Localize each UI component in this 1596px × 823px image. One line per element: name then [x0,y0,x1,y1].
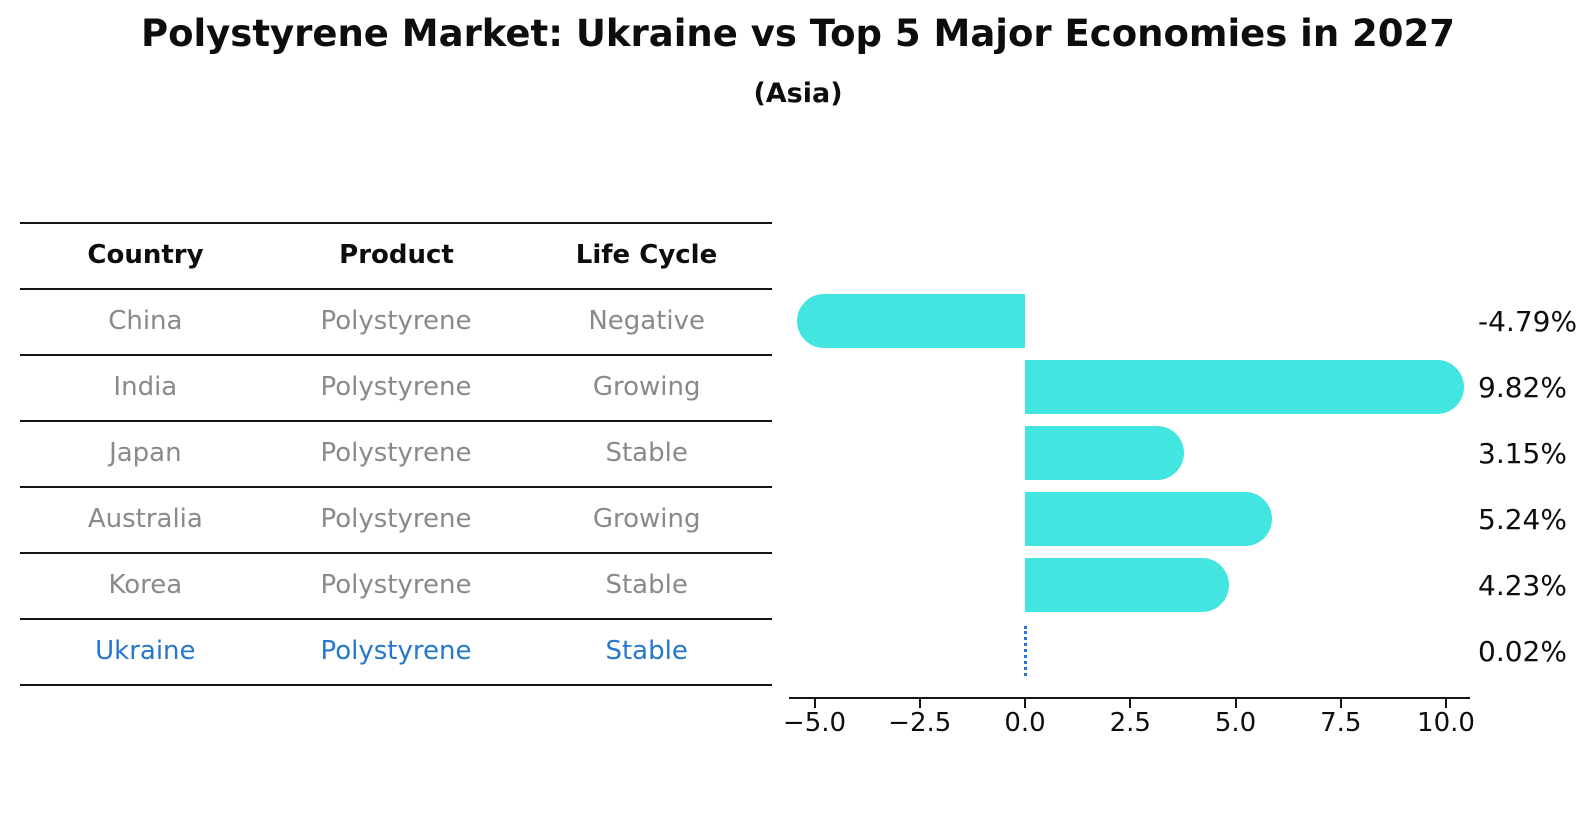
table-cell-product: Polystyrene [320,570,472,600]
chart-subtitle: (Asia) [753,78,843,109]
table-cell-product: Polystyrene [320,636,472,666]
table-cell-product: Polystyrene [320,438,472,468]
table-cell-life-cycle: Stable [605,570,688,600]
table-header-product: Product [339,240,454,270]
table-cell-life-cycle: Negative [588,306,705,336]
x-axis-tick-label: 0.0 [1004,708,1046,738]
x-axis-tick [813,699,816,708]
table-top-line [20,222,772,224]
table-row-separator [20,684,772,686]
table-cell-country: Ukraine [95,636,196,666]
value-label-ukraine: 0.02% [1478,634,1567,668]
table-cell-life-cycle: Stable [605,438,688,468]
table-row-separator [20,486,772,488]
x-axis-tick-label: −5.0 [782,708,847,738]
highlight-value-marker [1024,626,1028,676]
x-axis-tick [1024,699,1026,708]
table-header-life-cycle: Life Cycle [575,240,718,270]
bar-india [1025,360,1465,414]
value-label-china: -4.79% [1478,304,1578,338]
table-cell-country: Korea [108,570,183,600]
bar-china [797,294,1025,348]
table-cell-product: Polystyrene [320,504,472,534]
table-row-separator [20,354,772,356]
x-axis-tick [1234,699,1237,708]
x-axis-tick [1339,699,1342,708]
table-cell-life-cycle: Growing [592,372,701,402]
table-cell-life-cycle: Stable [605,636,688,666]
bar-korea [1025,558,1230,612]
x-axis-tick [1129,699,1132,708]
x-axis-tick-label: 7.5 [1320,708,1362,738]
value-label-korea: 4.23% [1478,568,1567,602]
value-label-japan: 3.15% [1478,436,1567,470]
value-label-australia: 5.24% [1478,502,1567,536]
table-header-separator [20,288,772,290]
x-axis-tick-label: −2.5 [888,708,952,738]
x-axis-tick [918,699,921,708]
bar-japan [1025,426,1184,480]
table-row-separator [20,552,772,554]
table-cell-country: Japan [109,438,182,468]
table-cell-country: China [108,306,183,336]
x-axis-tick-label: 2.5 [1109,708,1151,738]
x-axis-line [789,697,1470,699]
table-cell-life-cycle: Growing [592,504,701,534]
x-axis-tick-label: 10.0 [1417,708,1475,738]
table-row-separator [20,420,772,422]
chart-title: Polystyrene Market: Ukraine vs Top 5 Maj… [140,12,1456,55]
table-header-country: Country [87,240,204,270]
table-cell-product: Polystyrene [320,306,472,336]
value-label-india: 9.82% [1478,370,1567,404]
x-axis-tick [1445,699,1447,708]
table-cell-country: Australia [87,504,203,534]
table-row-separator [20,618,772,620]
x-axis-tick-label: 5.0 [1214,708,1257,738]
table-cell-product: Polystyrene [320,372,472,402]
bar-australia [1025,492,1272,546]
table-cell-country: India [113,372,178,402]
